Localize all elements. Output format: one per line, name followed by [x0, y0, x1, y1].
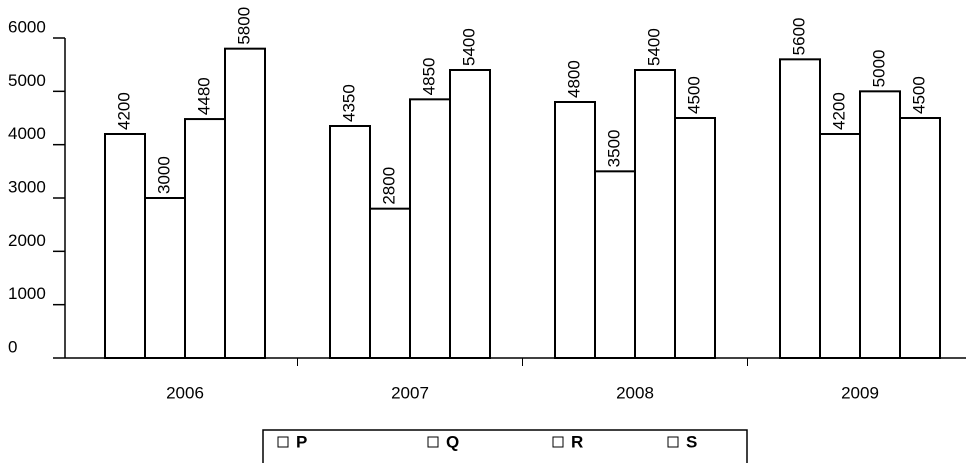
legend-swatch: [667, 436, 679, 448]
bar: [779, 58, 821, 359]
bar: [329, 125, 371, 359]
value-label: 5800: [234, 7, 253, 45]
y-tick-label: 5000: [8, 71, 46, 90]
bar: [409, 98, 451, 359]
y-tick-label: 0: [8, 337, 17, 356]
value-label: 5600: [789, 18, 808, 56]
value-label: 4350: [339, 84, 358, 122]
value-label: 5000: [869, 50, 888, 88]
x-tick-label: 2007: [391, 383, 429, 402]
y-tick-label: 4000: [8, 124, 46, 143]
value-label: 4200: [114, 92, 133, 130]
bar: [899, 117, 941, 359]
legend-swatch: [277, 436, 289, 448]
x-tick-label: 2006: [166, 383, 204, 402]
bar: [674, 117, 716, 359]
value-label: 2800: [379, 167, 398, 205]
bar: [184, 118, 226, 359]
value-label: 4850: [419, 58, 438, 96]
legend-label: P: [296, 432, 307, 451]
x-tick-label: 2009: [841, 383, 879, 402]
bar: [859, 90, 901, 359]
bar: [224, 47, 266, 360]
legend-swatch: [427, 436, 439, 448]
value-label: 3000: [154, 156, 173, 194]
bar: [819, 133, 861, 359]
value-label: 5400: [644, 28, 663, 66]
value-label: 4500: [909, 76, 928, 114]
y-tick-label: 6000: [8, 17, 46, 36]
legend-label: R: [571, 432, 583, 451]
y-tick-label: 2000: [8, 231, 46, 250]
y-tick-label: 1000: [8, 284, 46, 303]
bar: [634, 69, 676, 359]
value-label: 5400: [459, 28, 478, 66]
value-label: 4480: [194, 77, 213, 115]
value-label: 4500: [684, 76, 703, 114]
bar: [104, 133, 146, 359]
x-tick-label: 2008: [616, 383, 654, 402]
y-tick-label: 3000: [8, 177, 46, 196]
bar: [144, 197, 186, 359]
legend-box: [262, 429, 748, 463]
bar: [449, 69, 491, 359]
value-label: 4200: [829, 92, 848, 130]
value-label: 3500: [604, 130, 623, 168]
legend-label: Q: [446, 432, 459, 451]
legend-label: S: [686, 432, 697, 451]
value-label: 4800: [564, 60, 583, 98]
bar: [369, 207, 411, 359]
bar: [594, 170, 636, 359]
legend-swatch: [552, 436, 564, 448]
bar: [554, 101, 596, 359]
